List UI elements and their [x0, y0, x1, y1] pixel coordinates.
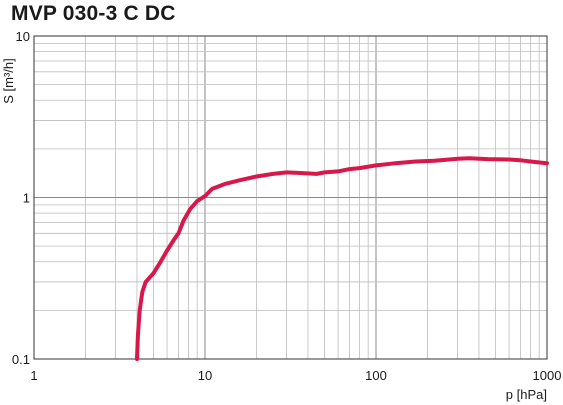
y-tick-label: 1: [23, 191, 30, 206]
x-axis-label: p [hPa]: [506, 387, 547, 402]
y-tick-labels: 0.1 1 10: [12, 29, 30, 367]
chart-grid: [33, 36, 547, 360]
x-tick-label: 1000: [533, 368, 562, 383]
x-tick-labels: 1 10 100 1000: [30, 368, 561, 383]
plot-frame: [33, 35, 548, 360]
x-tick-label: 100: [365, 368, 387, 383]
y-tick-label: 10: [16, 29, 30, 44]
series-line: [135, 156, 549, 361]
y-tick-label: 0.1: [12, 352, 30, 367]
chart-title: MVP 030-3 C DC: [11, 2, 176, 25]
x-tick-label: 1: [30, 368, 37, 383]
x-tick-label: 10: [198, 368, 212, 383]
y-axis-label: S [m³/h]: [1, 58, 16, 104]
